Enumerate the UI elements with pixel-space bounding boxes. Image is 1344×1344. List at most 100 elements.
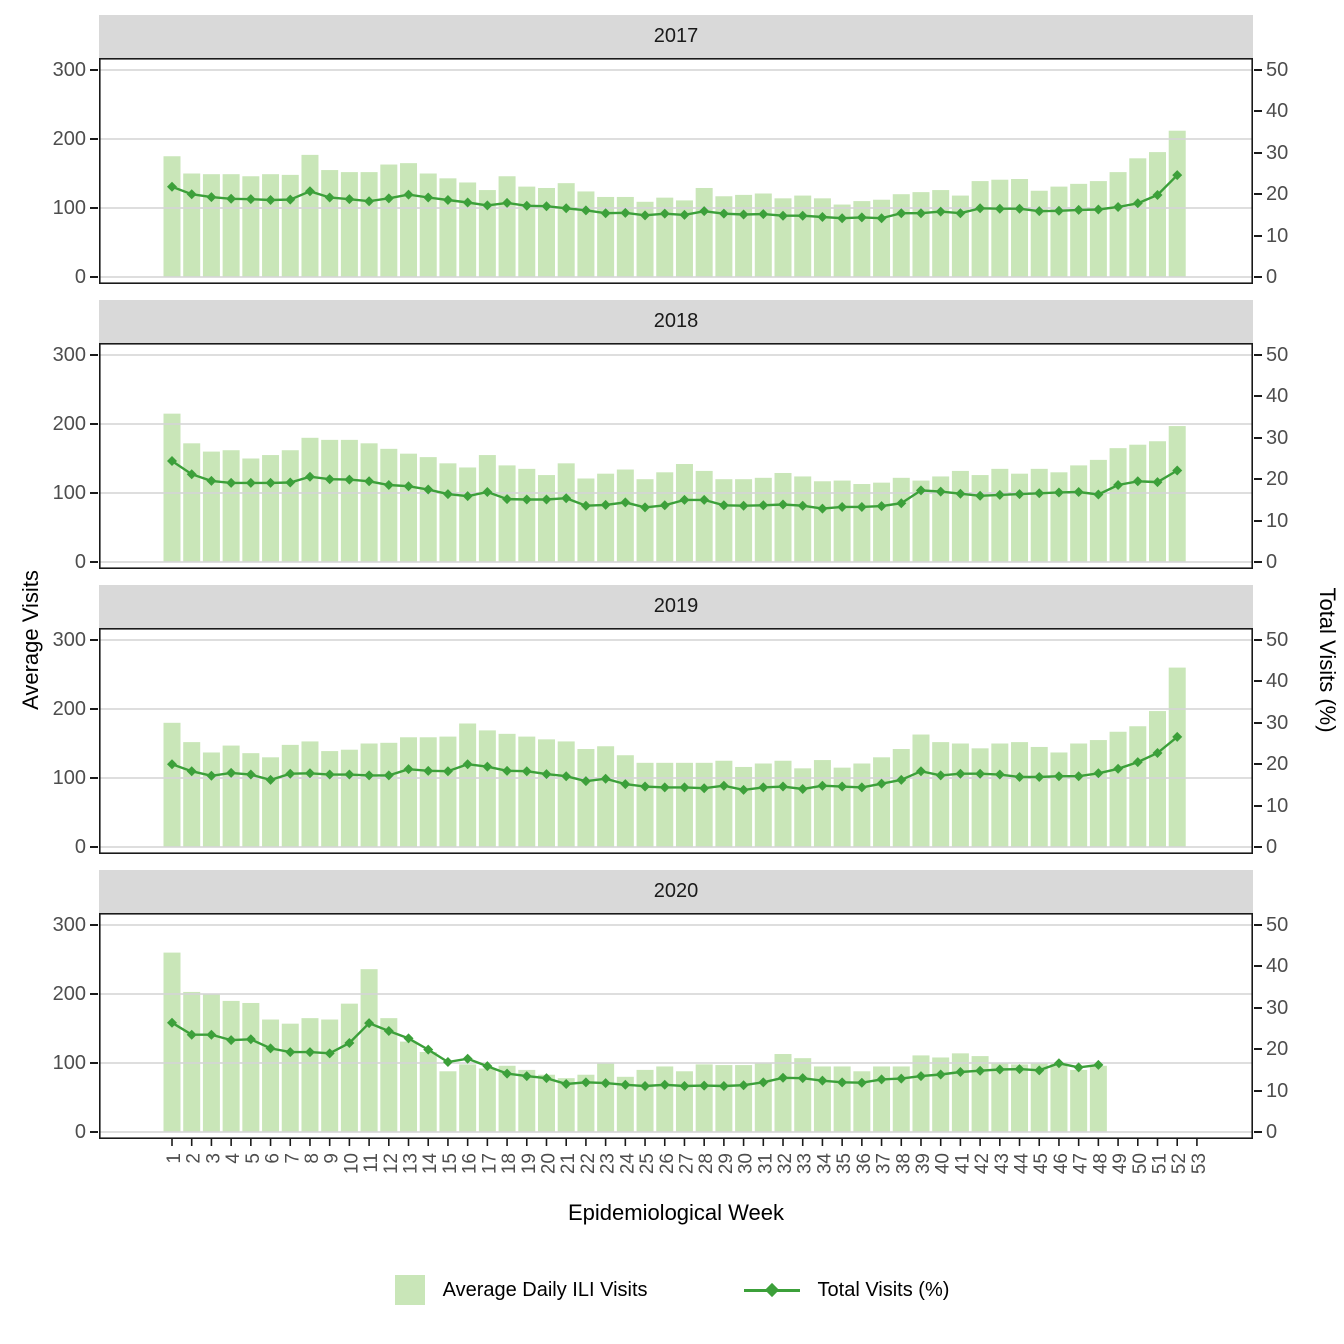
- total-visits-line: [171, 460, 1178, 510]
- panel-border: [99, 58, 1253, 284]
- point-w43: [994, 203, 1005, 214]
- bar-w1: [163, 156, 181, 277]
- x-axis-ticks: 1234567891011121314151617181920212223242…: [164, 1139, 1210, 1174]
- point-w47: [1073, 771, 1084, 782]
- bar-w28: [695, 1064, 713, 1132]
- bar-w20: [537, 187, 555, 277]
- bar-w3: [202, 451, 220, 562]
- bar-w7: [281, 450, 299, 562]
- x-tick-label-32: 32: [775, 1153, 796, 1174]
- bar-w29: [715, 760, 733, 847]
- x-tick-label-30: 30: [736, 1153, 757, 1174]
- y-left-tick-2018-0: 0: [74, 551, 86, 573]
- bar-w51: [1149, 152, 1166, 277]
- point-w39: [915, 766, 926, 777]
- bar-w1: [163, 952, 181, 1132]
- legend-item-line: Total Visits (%): [743, 1278, 950, 1302]
- y-right-tickmark: [1254, 680, 1262, 683]
- y-right-tick-2018-30: 30: [1266, 426, 1289, 449]
- bar-w35: [833, 480, 851, 562]
- y-left-tickmark: [90, 423, 98, 425]
- bar-w34: [813, 198, 831, 277]
- facet-strip-2018: 2018: [99, 300, 1253, 343]
- bar-w34: [813, 1066, 831, 1132]
- point-w48: [1093, 1059, 1104, 1070]
- point-w28: [699, 1080, 710, 1091]
- bar-w3: [202, 752, 220, 847]
- bar-w7: [281, 174, 299, 277]
- point-w24: [620, 779, 631, 790]
- bar-w52: [1168, 130, 1186, 277]
- bar-w37: [873, 199, 891, 277]
- point-w6: [265, 774, 276, 785]
- y-right-tick-2020-0: 0: [1266, 1121, 1278, 1143]
- bar-w26: [656, 197, 674, 277]
- bar-w12: [380, 1018, 398, 1132]
- y-right-tick-2019-50: 50: [1266, 629, 1289, 651]
- bar-w17: [478, 1068, 496, 1132]
- point-w11: [364, 476, 375, 487]
- bar-w14: [419, 1051, 437, 1132]
- x-tick-label-7: 7: [282, 1153, 303, 1164]
- bar-w45: [1030, 1063, 1048, 1132]
- point-w42: [975, 203, 986, 214]
- point-w47: [1073, 204, 1084, 215]
- point-w18: [502, 197, 513, 208]
- x-tick-label-16: 16: [460, 1153, 481, 1174]
- point-w48: [1093, 489, 1104, 500]
- bar-w28: [695, 762, 713, 847]
- bar-w33: [794, 476, 812, 562]
- point-w22: [580, 500, 591, 511]
- point-w38: [896, 1073, 907, 1084]
- bar-w21: [557, 741, 575, 847]
- point-w44: [1014, 1064, 1025, 1075]
- bar-w8: [301, 1018, 319, 1132]
- point-w38: [896, 498, 907, 509]
- point-w49: [1113, 479, 1124, 490]
- bar-w3: [202, 174, 220, 277]
- y-left-tickmark: [90, 69, 98, 71]
- y-right-tick-2017-40: 40: [1266, 100, 1289, 123]
- y-right-tickmark: [1254, 763, 1262, 766]
- bar-w24: [616, 469, 634, 562]
- point-w19: [521, 200, 532, 211]
- point-w23: [600, 773, 611, 784]
- point-w10: [344, 1037, 355, 1048]
- y-left-tick-2017-300: 300: [52, 59, 86, 81]
- point-w31: [758, 209, 769, 220]
- x-tick-label-39: 39: [913, 1153, 934, 1174]
- point-w19: [521, 494, 532, 505]
- point-w50: [1132, 476, 1143, 487]
- y-right-tick-2018-50: 50: [1266, 344, 1289, 366]
- bar-w6: [262, 1019, 280, 1132]
- bar-w33: [794, 768, 812, 847]
- bar-w24: [616, 196, 634, 277]
- y-left-tickmark: [90, 138, 98, 140]
- legend-bar-swatch-icon: [394, 1275, 425, 1305]
- panel-border: [99, 628, 1253, 854]
- point-w12: [383, 1025, 394, 1036]
- point-w18: [502, 494, 513, 505]
- legend-line-label: Total Visits (%): [817, 1278, 950, 1301]
- point-w43: [994, 489, 1005, 500]
- bar-w50: [1129, 444, 1147, 562]
- x-tick-label-10: 10: [341, 1153, 362, 1174]
- point-w2: [186, 1029, 197, 1040]
- point-w37: [876, 1074, 887, 1085]
- bar-w11: [360, 172, 378, 277]
- y-left-tick-2020-200: 200: [52, 983, 86, 1005]
- x-tick-label-31: 31: [755, 1153, 776, 1174]
- y-left-tickmark: [90, 708, 98, 710]
- y-right-tickmark: [1254, 1089, 1262, 1092]
- y-left-tickmark: [90, 777, 98, 779]
- point-w30: [738, 1080, 749, 1091]
- y-axis-title-right: Total Visits (%): [1315, 587, 1340, 733]
- bar-w12: [380, 164, 398, 277]
- bar-w34: [813, 760, 831, 847]
- bar-w15: [439, 178, 457, 277]
- bar-w13: [400, 453, 418, 562]
- y-left-tickmark: [90, 1131, 98, 1133]
- point-w32: [778, 1072, 789, 1083]
- y-right-tickmark: [1254, 639, 1262, 641]
- point-w7: [285, 194, 296, 205]
